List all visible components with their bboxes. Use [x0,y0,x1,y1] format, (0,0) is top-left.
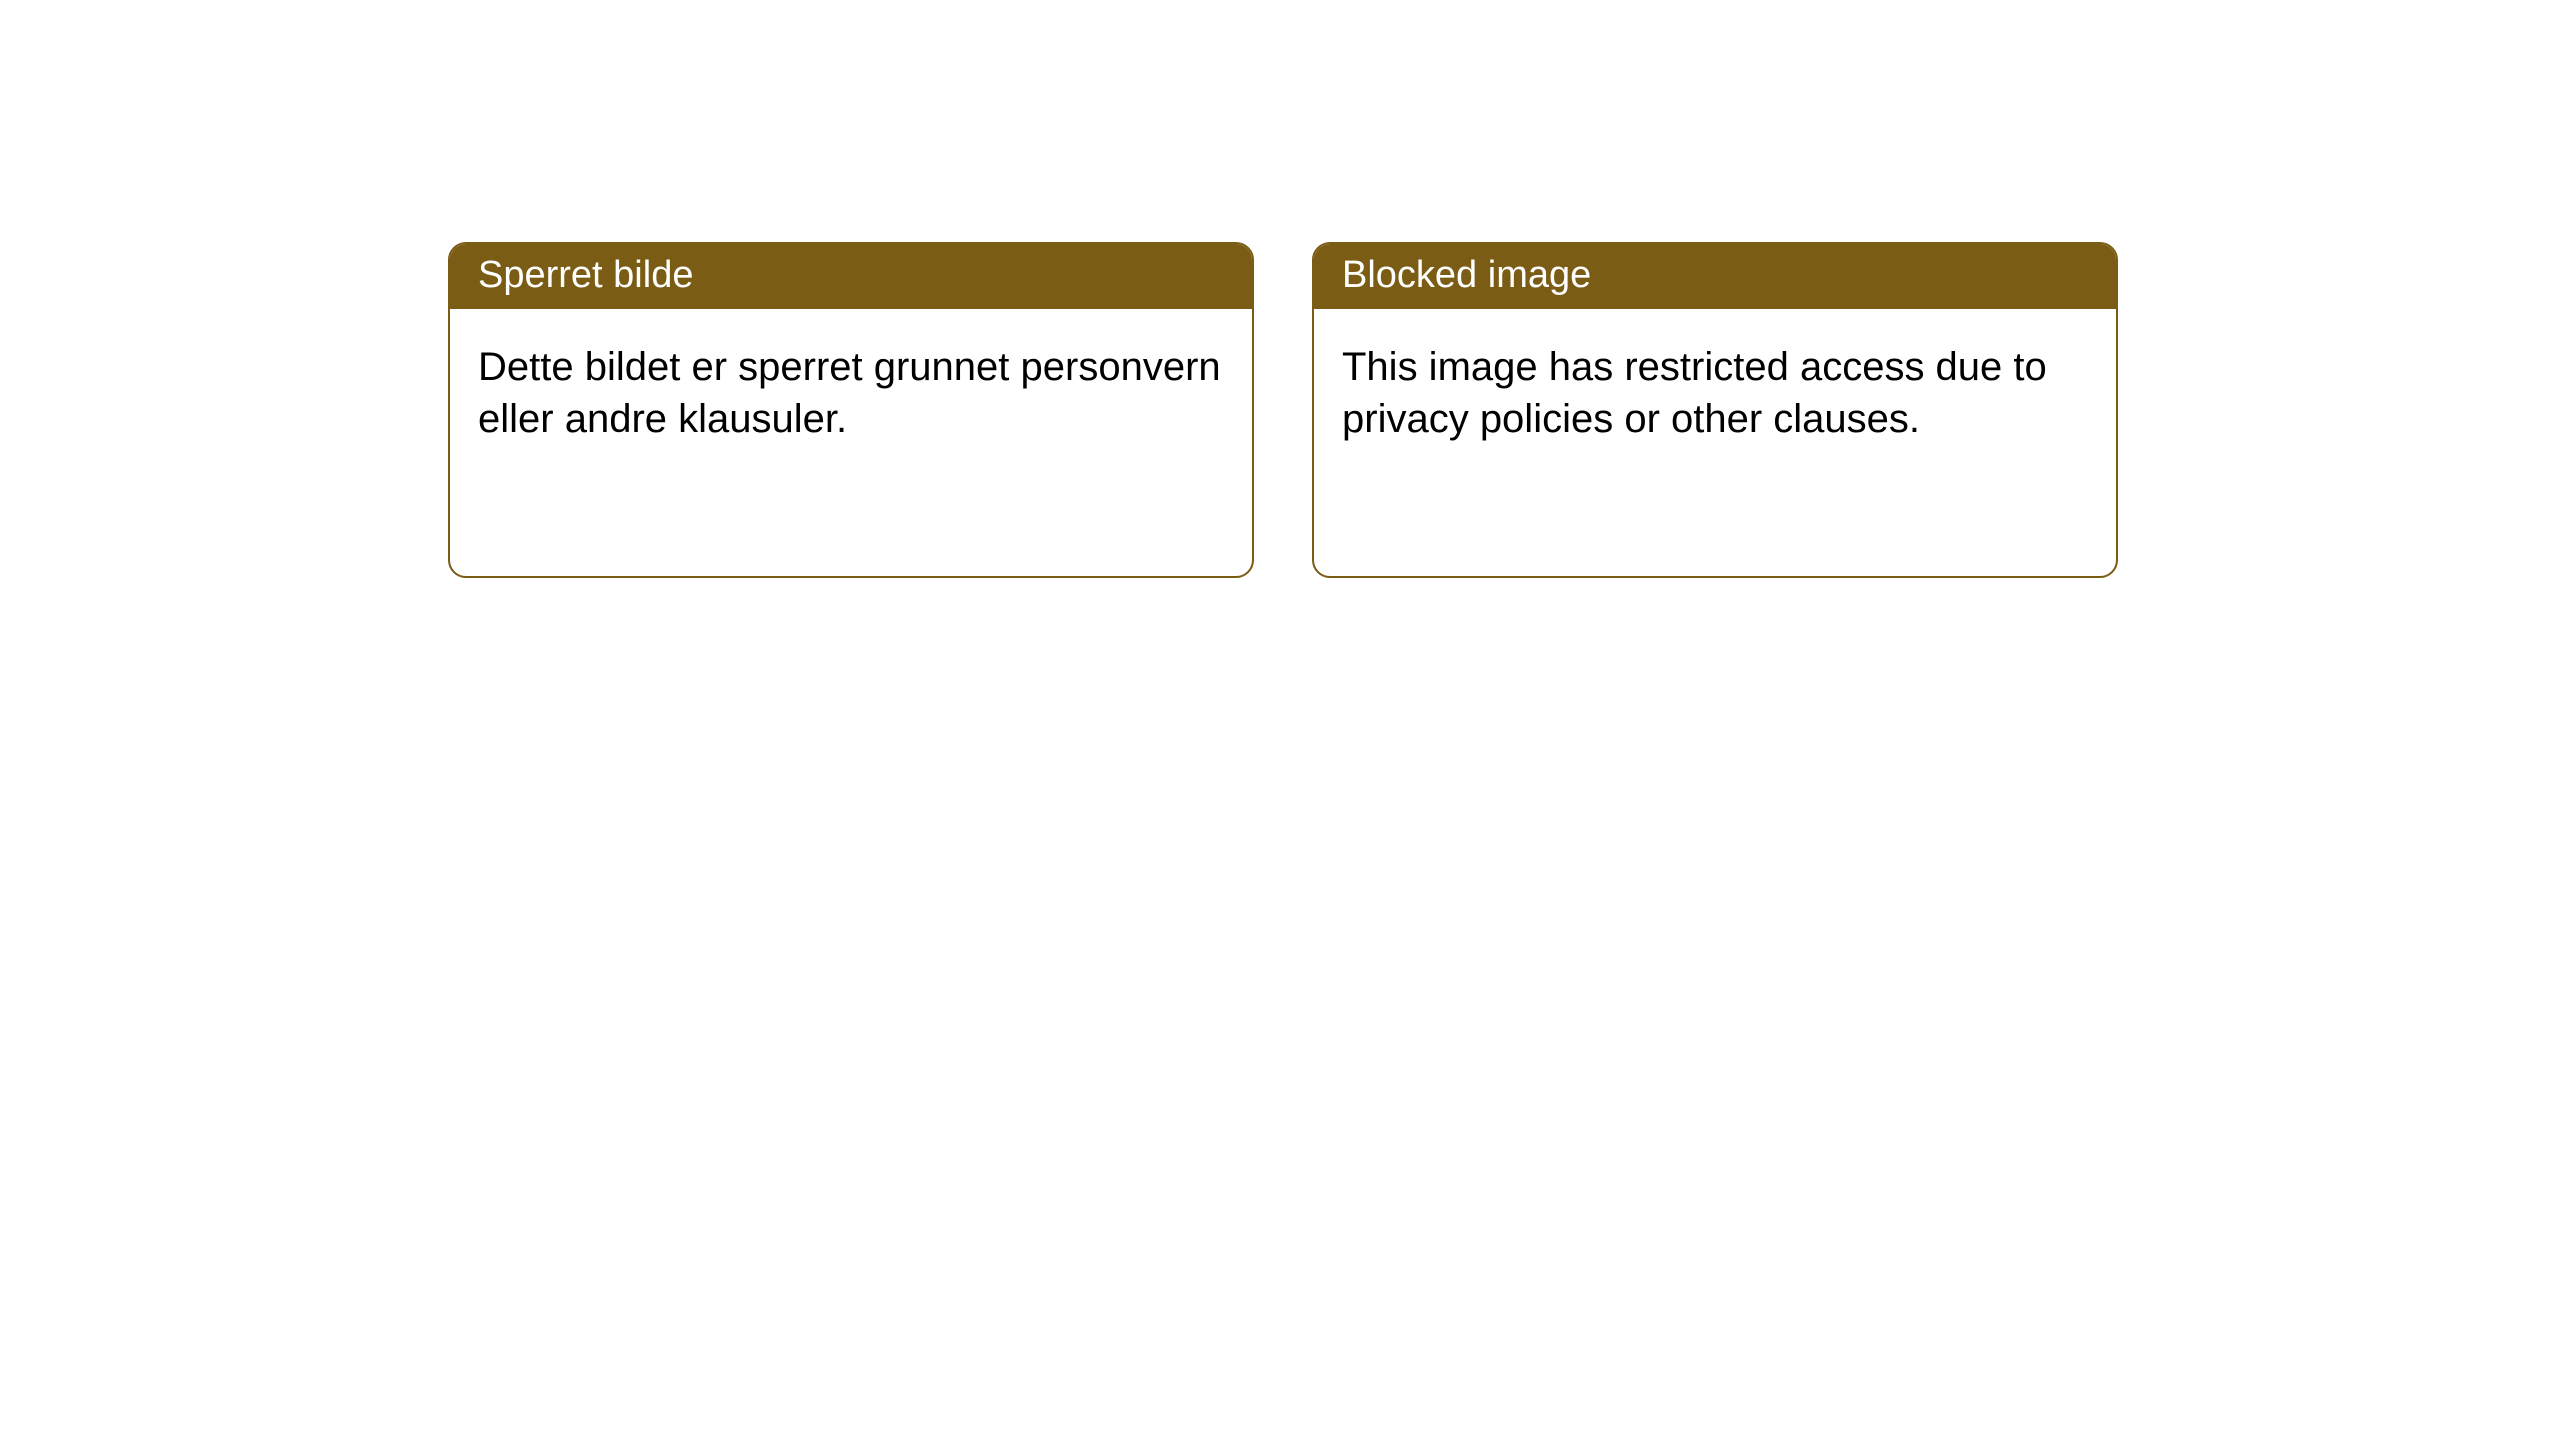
card-body-text: Dette bildet er sperret grunnet personve… [478,345,1221,441]
card-header: Sperret bilde [450,244,1252,309]
card-container: Sperret bilde Dette bildet er sperret gr… [0,0,2560,578]
card-header: Blocked image [1314,244,2116,309]
blocked-image-card-en: Blocked image This image has restricted … [1312,242,2118,578]
card-body-text: This image has restricted access due to … [1342,345,2047,441]
card-body: This image has restricted access due to … [1314,309,2116,477]
card-body: Dette bildet er sperret grunnet personve… [450,309,1252,477]
card-title: Blocked image [1342,254,1591,296]
blocked-image-card-no: Sperret bilde Dette bildet er sperret gr… [448,242,1254,578]
card-title: Sperret bilde [478,254,693,296]
